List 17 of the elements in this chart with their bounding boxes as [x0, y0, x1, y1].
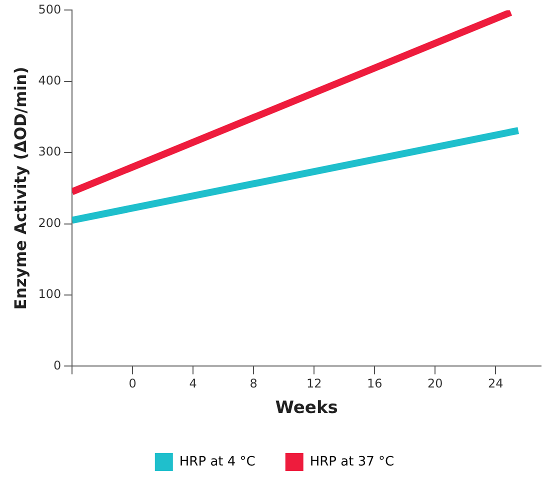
legend-label: HRP at 37 °C: [310, 454, 394, 470]
legend-label: HRP at 4 °C: [179, 454, 256, 470]
x-tick-label: 12: [306, 376, 322, 391]
y-tick-label: 400: [38, 74, 62, 88]
y-tick-label: 0: [53, 358, 62, 372]
y-tick-label: 500: [38, 2, 62, 16]
y-axis-title: Enzyme Activity (ΔOD/min): [10, 66, 30, 310]
x-tick-label: 24: [488, 376, 504, 391]
x-tick-label: 16: [366, 376, 382, 391]
y-tick-label: 100: [38, 287, 62, 302]
x-axis-title: Weeks: [275, 398, 338, 418]
x-tick-label: 0: [128, 376, 136, 391]
y-tick-label: 300: [38, 144, 62, 159]
x-tick-label: 8: [250, 376, 258, 391]
x-tick-label: 4: [189, 376, 197, 391]
x-tick-label: 20: [427, 376, 443, 391]
y-tick-label: 200: [38, 216, 62, 230]
